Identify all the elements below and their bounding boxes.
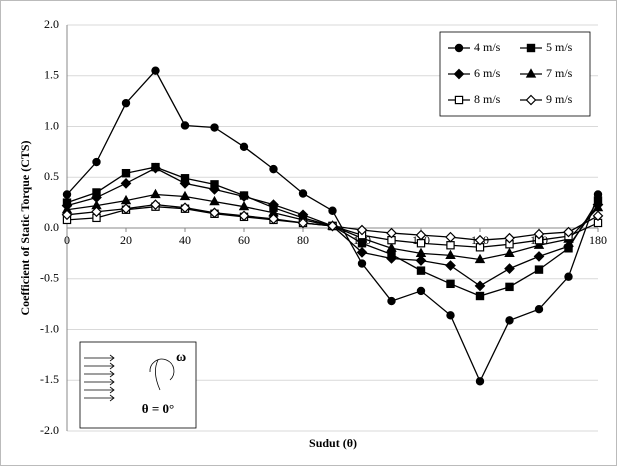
- point: [93, 158, 100, 165]
- y-tick-label: 1.5: [44, 68, 59, 82]
- x-tick-label: 20: [120, 233, 132, 247]
- y-tick-label: -1.5: [40, 372, 59, 386]
- legend-marker: [455, 96, 462, 103]
- x-axis-title: Sudut (θ): [309, 436, 357, 450]
- point: [388, 297, 395, 304]
- point: [122, 100, 129, 107]
- x-tick-label: 0: [64, 233, 70, 247]
- y-tick-label: 0.0: [44, 220, 59, 234]
- point: [329, 207, 336, 214]
- legend-label: 9 m/s: [546, 92, 573, 106]
- point: [211, 124, 218, 131]
- legend-label: 8 m/s: [474, 92, 501, 106]
- point: [417, 240, 424, 247]
- inset-diagram: ω θ = 0°: [80, 342, 196, 428]
- legend-label: 7 m/s: [546, 66, 573, 80]
- y-tick-label: -1.0: [40, 321, 59, 335]
- legend-marker: [455, 44, 462, 51]
- legend-label: 6 m/s: [474, 66, 501, 80]
- point: [535, 266, 542, 273]
- point: [63, 191, 70, 198]
- legend-label: 4 m/s: [474, 40, 501, 54]
- y-tick-label: 1.0: [44, 118, 59, 132]
- chart: Sudut (θ) Coefficient of Static Torque (…: [0, 0, 617, 466]
- y-tick-label: 0.5: [44, 169, 59, 183]
- point: [476, 292, 483, 299]
- point: [417, 287, 424, 294]
- point: [181, 122, 188, 129]
- legend-marker: [527, 44, 534, 51]
- y-axis-title: Coefficient of Static Torque (CTS): [18, 140, 32, 315]
- point: [122, 170, 129, 177]
- x-tick-label: 80: [297, 233, 309, 247]
- point: [506, 283, 513, 290]
- point: [240, 143, 247, 150]
- x-tick-label: 40: [179, 233, 191, 247]
- point: [476, 378, 483, 385]
- point: [270, 166, 277, 173]
- point: [565, 273, 572, 280]
- point: [417, 267, 424, 274]
- legend: 4 m/s 5 m/s 6 m/s 7 m/s 8 m/s 9 m/s: [440, 32, 590, 116]
- point: [535, 306, 542, 313]
- angle-label: θ = 0°: [142, 401, 174, 416]
- point: [358, 260, 365, 267]
- point: [506, 317, 513, 324]
- y-tick-label: -0.5: [40, 271, 59, 285]
- x-tick-label: 60: [238, 233, 250, 247]
- point: [152, 67, 159, 74]
- point: [447, 280, 454, 287]
- point: [299, 190, 306, 197]
- point: [447, 312, 454, 319]
- y-tick-label: 2.0: [44, 17, 59, 31]
- x-tick-label: 180: [589, 233, 607, 247]
- y-tick-label: -2.0: [40, 423, 59, 437]
- legend-label: 5 m/s: [546, 40, 573, 54]
- omega-label: ω: [176, 350, 186, 365]
- point: [447, 242, 454, 249]
